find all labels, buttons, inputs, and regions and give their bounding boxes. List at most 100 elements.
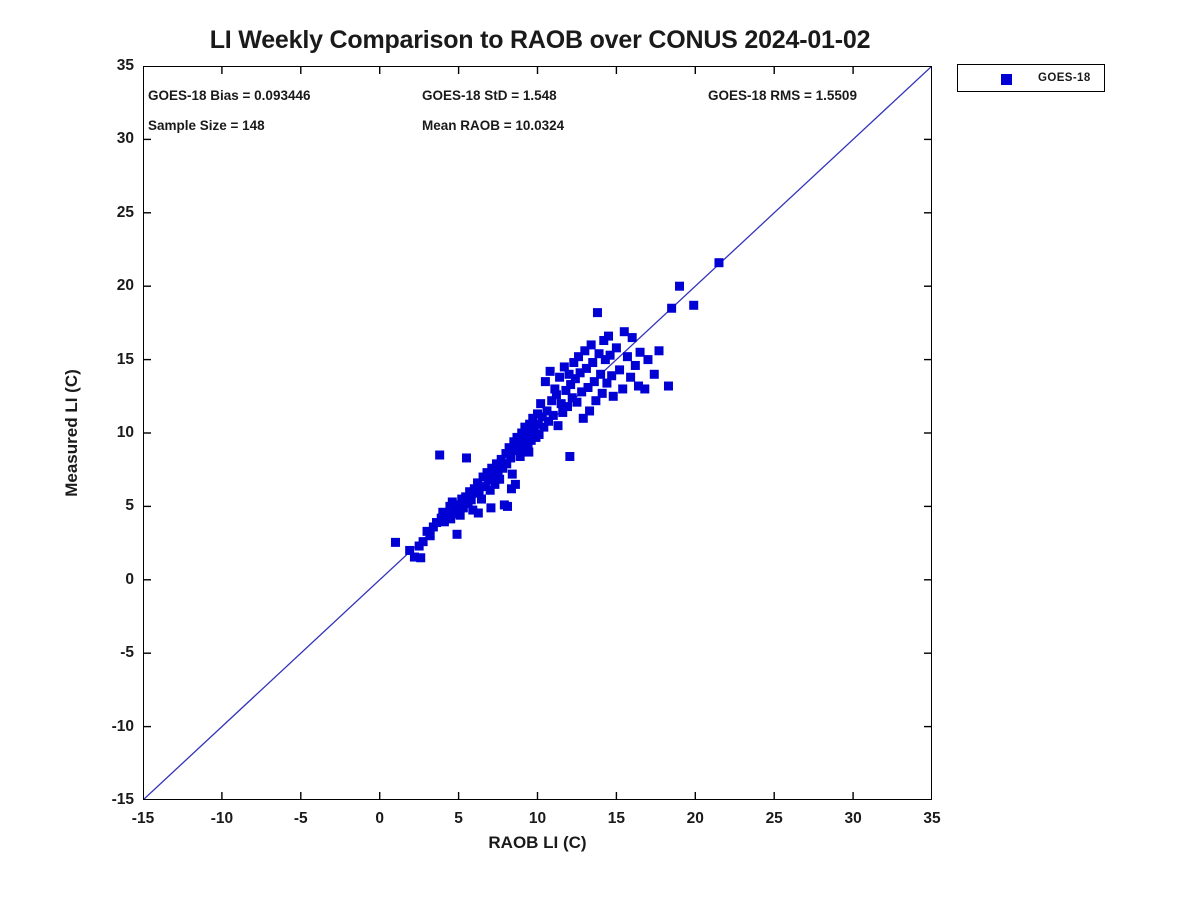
data-point-marker <box>439 517 449 527</box>
data-point-marker <box>589 377 599 387</box>
y-tick-label: 0 <box>125 570 134 588</box>
data-point-marker <box>633 381 643 391</box>
data-point-marker <box>588 358 598 368</box>
data-point-marker <box>575 368 585 378</box>
data-point-marker <box>418 537 428 547</box>
data-point-marker <box>558 407 568 417</box>
data-point-marker <box>517 428 527 438</box>
data-point-marker <box>569 358 579 368</box>
page-title: LI Weekly Comparison to RAOB over CONUS … <box>209 26 871 54</box>
data-point-marker <box>597 388 607 398</box>
y-axis-title: Measured LI (C) <box>62 369 81 497</box>
data-point-marker <box>488 471 498 481</box>
data-point-marker <box>454 500 464 510</box>
data-point-marker <box>486 503 496 513</box>
data-point-marker <box>480 482 490 492</box>
data-point-marker <box>525 419 535 429</box>
y-tick-label: 35 <box>116 57 134 74</box>
stat-sample-size: Sample Size = 148 <box>148 118 265 133</box>
plot-area <box>143 66 932 800</box>
data-point-marker <box>465 487 475 497</box>
data-point-marker <box>556 399 566 409</box>
data-point-marker <box>604 331 614 341</box>
plot-canvas <box>143 66 932 800</box>
data-point-marker <box>548 410 558 420</box>
y-tick-label: -5 <box>120 644 134 662</box>
axis-ticks <box>143 66 932 800</box>
data-point-marker <box>627 333 637 343</box>
data-point-marker <box>586 340 596 350</box>
data-point-marker <box>607 371 617 381</box>
data-point-marker <box>502 459 512 469</box>
data-point-marker <box>473 508 483 518</box>
data-point-marker <box>458 503 468 513</box>
data-point-marker <box>675 281 685 291</box>
y-tick-label: 15 <box>116 350 134 368</box>
data-point-marker <box>506 484 516 494</box>
data-point-marker <box>635 347 645 357</box>
data-point-marker <box>640 384 650 394</box>
x-tick-label: 0 <box>375 810 384 827</box>
y-tick-label: -15 <box>111 791 134 808</box>
data-point-marker <box>600 355 610 365</box>
data-point-marker <box>622 352 632 362</box>
data-point-marker <box>545 366 555 376</box>
data-point-marker <box>435 450 445 460</box>
data-point-marker <box>495 474 505 484</box>
data-point-marker <box>619 327 629 337</box>
data-point-marker <box>547 396 557 406</box>
data-point-marker <box>474 486 484 496</box>
data-point-marker <box>496 454 506 464</box>
stat-bias: GOES-18 Bias = 0.093446 <box>148 88 311 103</box>
stat-mean-raob: Mean RAOB = 10.0324 <box>422 118 565 133</box>
x-tick-label: -5 <box>293 810 308 827</box>
data-point-marker <box>461 453 471 463</box>
data-point-marker <box>714 258 724 268</box>
data-point-marker <box>487 463 497 473</box>
data-point-marker <box>567 393 577 403</box>
data-point-marker <box>572 397 582 407</box>
data-point-marker <box>599 336 609 346</box>
data-point-marker <box>409 552 419 562</box>
data-point-marker <box>663 381 673 391</box>
data-point-marker <box>503 501 513 511</box>
data-point-marker <box>570 374 580 384</box>
data-point-marker <box>537 412 547 422</box>
data-point-marker <box>518 444 528 454</box>
data-point-marker <box>446 514 456 524</box>
data-point-marker <box>559 362 569 372</box>
data-point-marker <box>491 459 501 469</box>
data-point-marker <box>534 429 544 439</box>
data-point-marker <box>689 300 699 310</box>
data-point-marker <box>466 495 476 505</box>
data-point-marker <box>565 451 575 461</box>
data-point-marker <box>493 467 503 477</box>
data-point-marker <box>561 385 571 395</box>
x-axis-tick-labels: -15 -10 -5 0 5 10 15 20 25 30 35 <box>132 810 941 836</box>
data-point-marker <box>520 422 530 432</box>
data-point-marker <box>667 303 677 313</box>
data-point-marker <box>484 475 494 485</box>
square-marker-icon <box>1001 74 1012 85</box>
data-point-marker <box>514 441 524 451</box>
data-point-marker <box>553 421 563 431</box>
y-tick-label: -10 <box>111 717 134 735</box>
data-point-marker <box>504 443 514 453</box>
data-point-marker <box>438 507 448 517</box>
data-point-marker <box>550 384 560 394</box>
data-point-marker <box>592 308 602 318</box>
data-point-marker <box>524 447 534 457</box>
data-point-marker <box>432 518 442 528</box>
data-point-marker <box>450 509 460 519</box>
data-point-marker <box>602 378 612 388</box>
data-point-marker <box>544 416 554 426</box>
data-point-marker <box>542 406 552 416</box>
y-tick-label: 20 <box>116 277 134 295</box>
data-point-marker <box>583 382 593 392</box>
data-point-marker <box>618 384 628 394</box>
data-point-marker <box>506 453 516 463</box>
data-point-marker <box>555 372 565 382</box>
data-point-marker <box>585 406 595 416</box>
data-point-marker <box>608 391 618 401</box>
